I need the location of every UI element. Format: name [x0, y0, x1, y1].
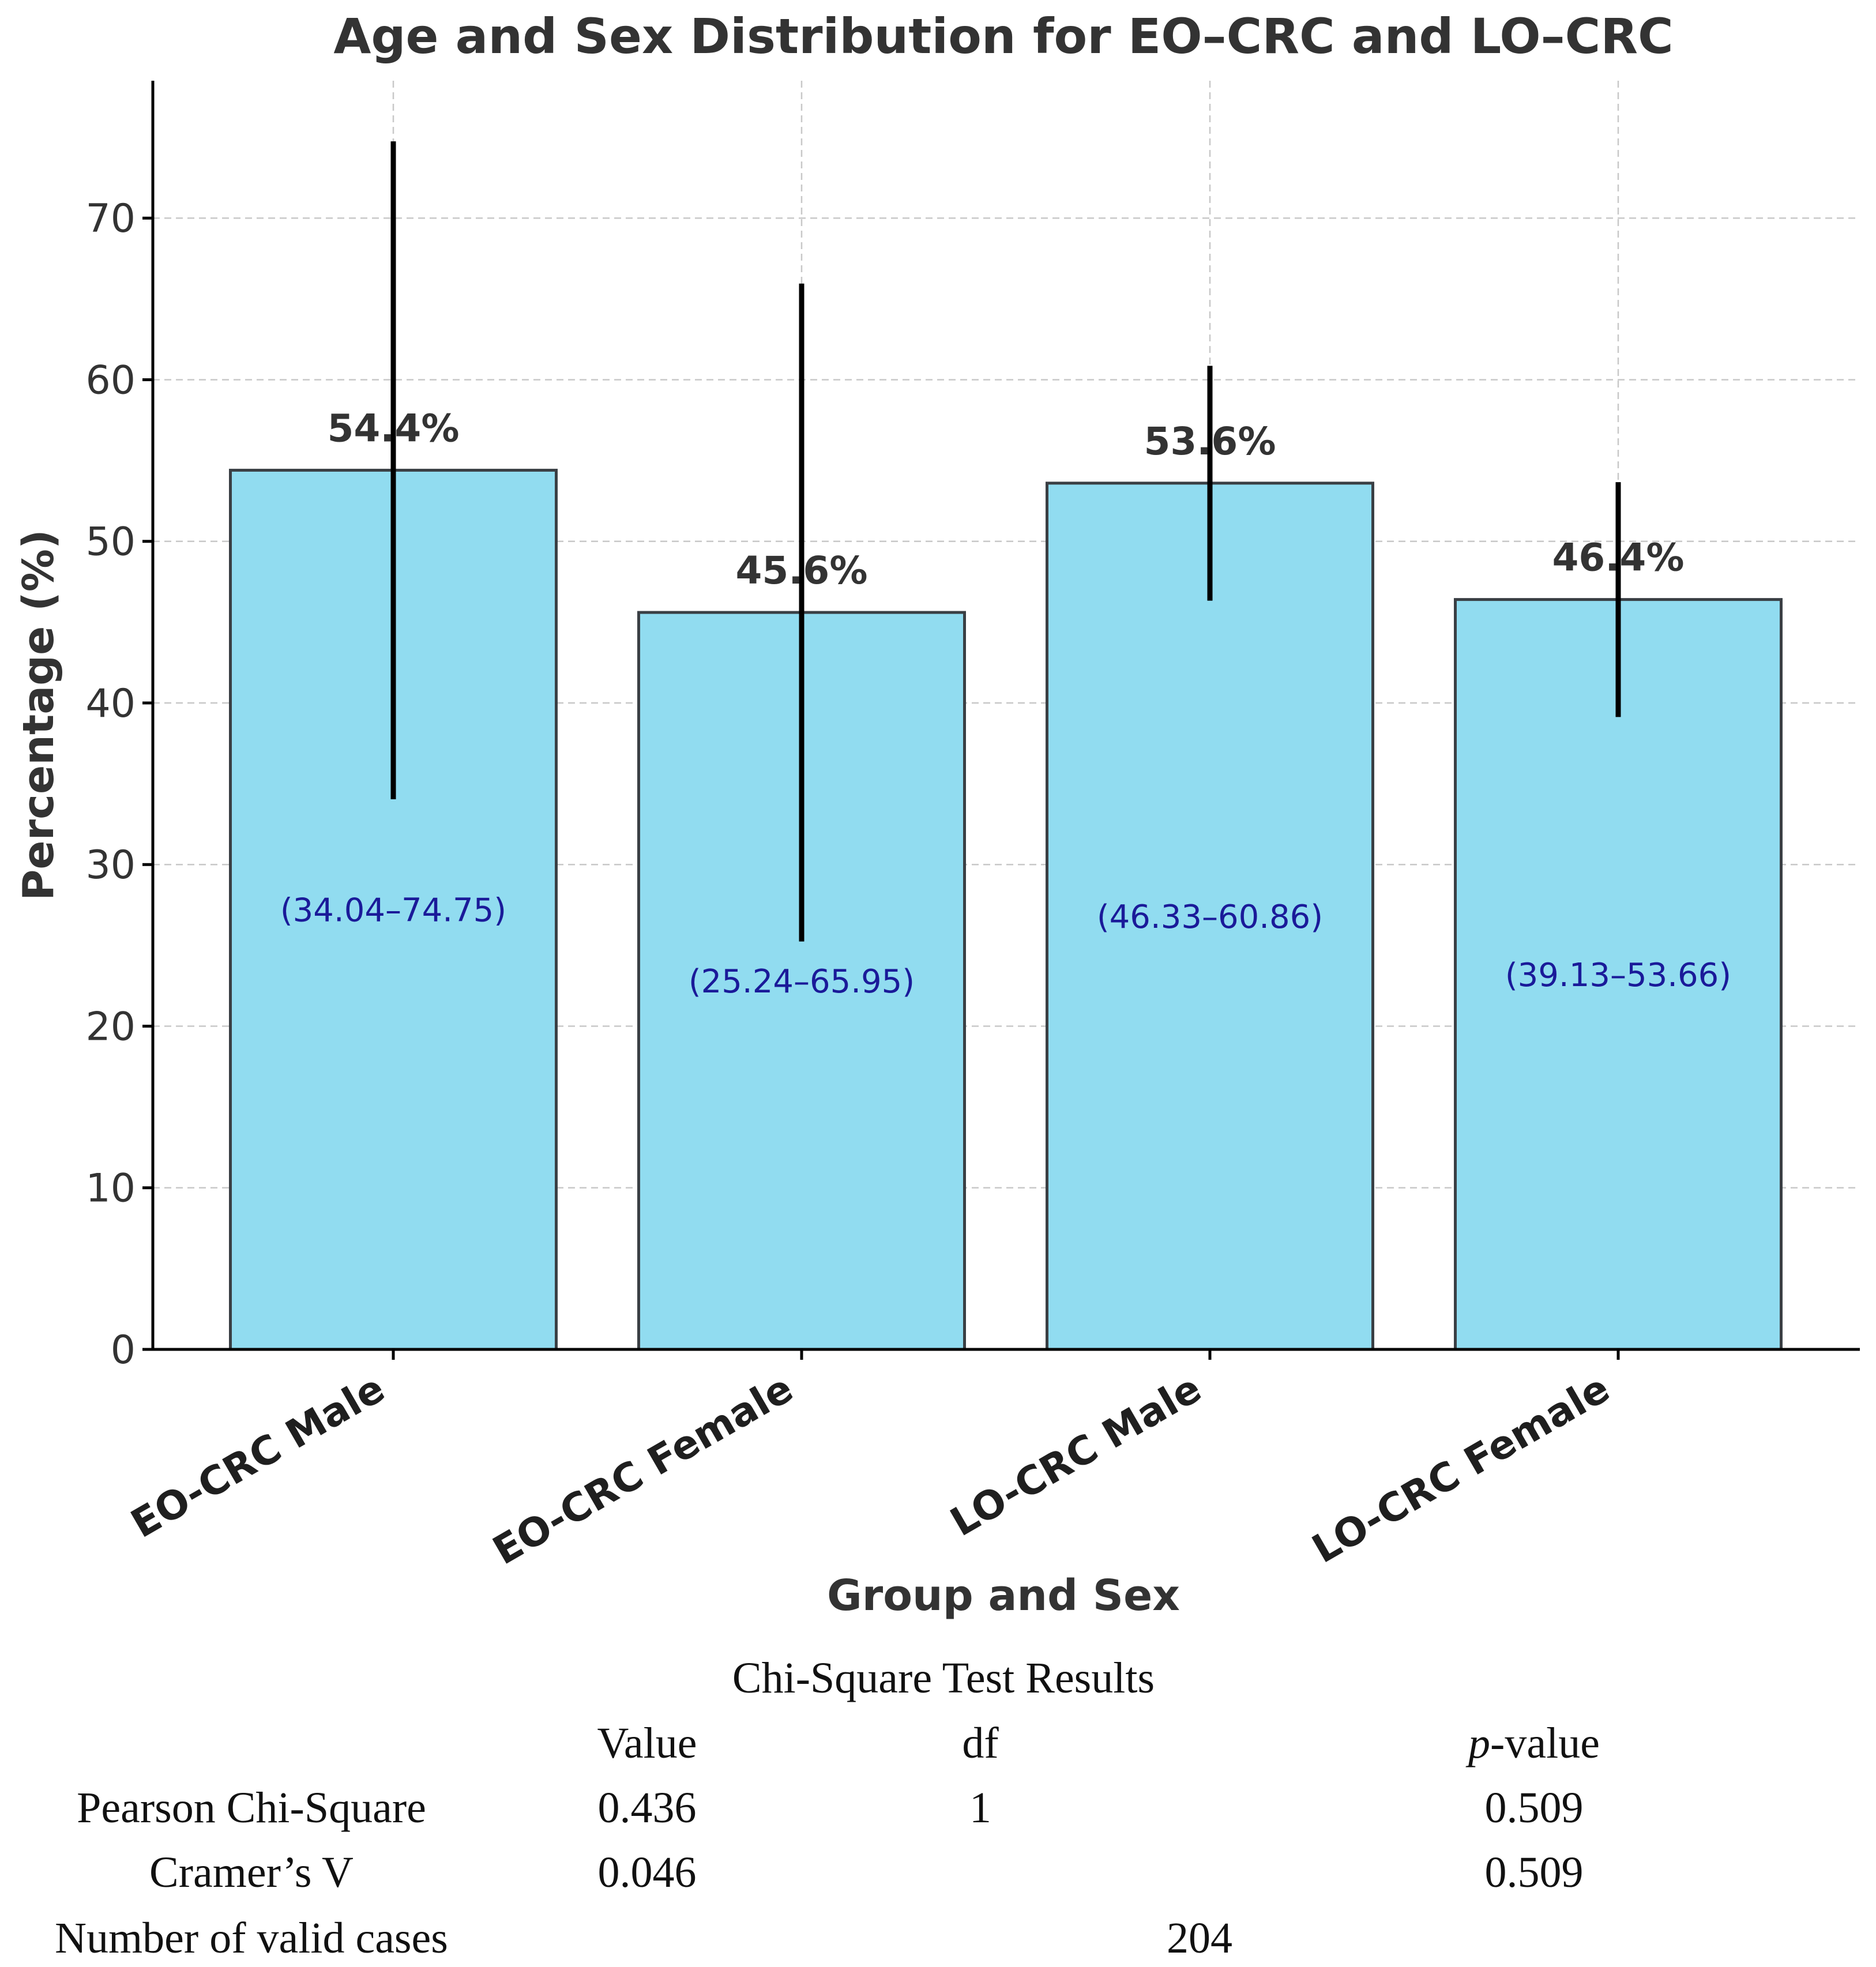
x-tick-label: EO-CRC Male — [123, 1366, 392, 1547]
row-p: 0.509 — [1485, 1848, 1584, 1897]
valid-cases-value: 204 — [1167, 1914, 1232, 1962]
y-tick-label: 70 — [85, 196, 136, 242]
y-ticks: 0 10 20 30 40 50 60 70 — [85, 196, 153, 1373]
bar-value-label: 53.6% — [1144, 419, 1276, 464]
row-label: Cramer’s V — [149, 1848, 354, 1897]
valid-cases-label: Number of valid cases — [55, 1914, 448, 1962]
header-df: df — [962, 1719, 999, 1767]
bar-value-label: 54.4% — [328, 406, 460, 450]
x-tick-label: LO-CRC Male — [943, 1366, 1209, 1545]
row-df: 1 — [969, 1784, 991, 1832]
x-tick-label: EO-CRC Female — [486, 1366, 801, 1574]
x-ticks: EO-CRC Male EO-CRC Female LO-CRC Male LO-CR… — [123, 1349, 1620, 1574]
y-tick-label: 20 — [85, 1004, 136, 1050]
header-p-value: p-value — [1465, 1719, 1600, 1767]
row-value: 0.046 — [598, 1848, 697, 1897]
row-label: Pearson Chi-Square — [77, 1784, 426, 1832]
error-bars — [390, 141, 1621, 942]
header-value: Value — [597, 1719, 697, 1767]
chart-title: Age and Sex Distribution for EO–CRC and … — [333, 8, 1673, 65]
y-tick-label: 10 — [85, 1166, 136, 1212]
chi-square-table: Chi-Square Test Results Value df p-value… — [55, 1654, 1600, 1962]
ci-label: (46.33–60.86) — [1097, 898, 1323, 936]
y-axis-label: Percentage (%) — [14, 529, 63, 901]
bar-labels: 54.4% (34.04–74.75) 45.6% (25.24–65.95) 53.6… — [280, 406, 1731, 1001]
y-tick-label: 50 — [85, 520, 136, 565]
y-tick-label: 0 — [111, 1327, 136, 1373]
bar-value-label: 46.4% — [1552, 536, 1685, 580]
table-title: Chi-Square Test Results — [732, 1654, 1155, 1702]
x-axis-label: Group and Sex — [827, 1571, 1180, 1620]
ci-label: (25.24–65.95) — [689, 963, 915, 1001]
bar-value-label: 45.6% — [736, 548, 868, 593]
header-p-rest: -value — [1490, 1719, 1600, 1767]
row-p: 0.509 — [1485, 1784, 1584, 1832]
row-value: 0.436 — [598, 1784, 697, 1832]
bar — [1046, 482, 1374, 1351]
x-tick-label: LO-CRC Female — [1305, 1366, 1618, 1572]
ci-label: (39.13–53.66) — [1505, 957, 1731, 994]
y-tick-label: 40 — [85, 681, 136, 727]
header-p-italic: p — [1465, 1719, 1490, 1767]
y-tick-label: 30 — [85, 843, 136, 888]
ci-label: (34.04–74.75) — [280, 892, 506, 930]
y-tick-label: 60 — [85, 358, 136, 403]
